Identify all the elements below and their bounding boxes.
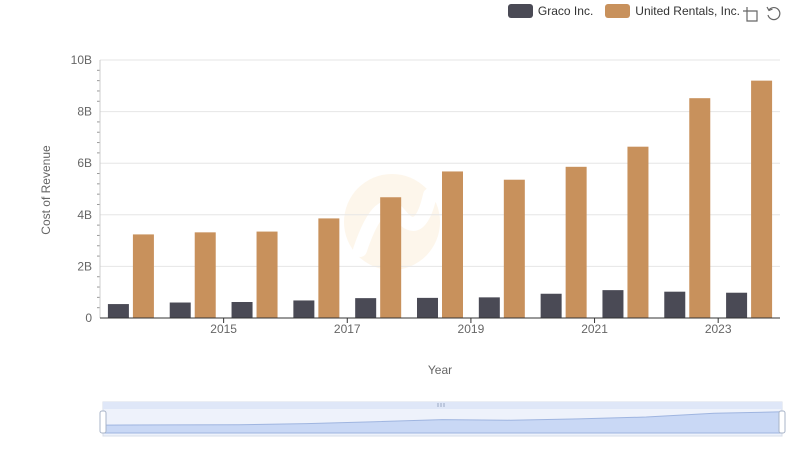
x-tick-label: 2017 bbox=[334, 322, 361, 336]
legend-swatch-graco bbox=[507, 4, 533, 18]
bar-graco-2015[interactable] bbox=[169, 302, 191, 318]
data-zoom-slider[interactable] bbox=[99, 401, 786, 437]
bar-graco-2020[interactable] bbox=[478, 297, 500, 318]
x-tick-label: 2021 bbox=[581, 322, 608, 336]
restore-icon[interactable] bbox=[766, 6, 782, 22]
legend-item-graco[interactable]: Graco Inc. bbox=[507, 4, 594, 18]
bar-united-rentals-2018[interactable] bbox=[380, 197, 402, 318]
bar-graco-2018[interactable] bbox=[355, 298, 377, 318]
x-axis-label: Year bbox=[428, 363, 452, 377]
y-tick-label: 0 bbox=[85, 311, 92, 325]
x-tick-label: 2019 bbox=[458, 322, 485, 336]
bar-graco-2017[interactable] bbox=[293, 300, 315, 318]
bar-united-rentals-2017[interactable] bbox=[318, 218, 340, 318]
bar-graco-2023[interactable] bbox=[664, 291, 686, 318]
bar-united-rentals-2022[interactable] bbox=[627, 146, 649, 318]
legend-item-united-rentals[interactable]: United Rentals, Inc. bbox=[605, 4, 740, 18]
data-zoom-bar[interactable] bbox=[103, 402, 782, 409]
legend: Graco Inc. United Rentals, Inc. bbox=[507, 4, 740, 18]
data-zoom-grip-icon bbox=[437, 403, 445, 407]
y-tick-label: 10B bbox=[71, 53, 92, 67]
data-zoom-preview-area bbox=[102, 411, 783, 434]
bar-united-rentals-2023[interactable] bbox=[689, 98, 711, 319]
bar-united-rentals-2021[interactable] bbox=[565, 166, 587, 318]
legend-label-graco: Graco Inc. bbox=[537, 4, 594, 18]
bar-graco-2024[interactable] bbox=[726, 292, 748, 318]
bar-graco-2022[interactable] bbox=[602, 290, 624, 318]
x-tick-label: 2015 bbox=[210, 322, 237, 336]
data-zoom-handle-right[interactable] bbox=[778, 410, 786, 434]
legend-label-united-rentals: United Rentals, Inc. bbox=[635, 4, 740, 18]
bar-united-rentals-2020[interactable] bbox=[503, 179, 525, 318]
y-tick-label: 8B bbox=[77, 105, 92, 119]
bar-united-rentals-2015[interactable] bbox=[194, 232, 216, 318]
bar-graco-2016[interactable] bbox=[231, 302, 253, 318]
zoom-icon[interactable] bbox=[742, 6, 758, 22]
legend-swatch-united-rentals bbox=[605, 4, 631, 18]
bar-graco-2014[interactable] bbox=[107, 304, 129, 318]
y-axis-label: Cost of Revenue bbox=[39, 145, 53, 235]
x-tick-label: 2023 bbox=[705, 322, 732, 336]
bar-graco-2019[interactable] bbox=[417, 297, 438, 318]
y-axis: 0 2B 4B 6B 8B 10B bbox=[71, 53, 101, 325]
bar-united-rentals-2016[interactable] bbox=[256, 231, 278, 318]
y-tick-label: 6B bbox=[77, 156, 92, 170]
bar-united-rentals-2019[interactable] bbox=[442, 171, 463, 318]
x-axis: 2015 2017 2019 2021 2023 bbox=[100, 317, 780, 336]
data-zoom-handle-left[interactable] bbox=[99, 410, 107, 434]
y-tick-label: 4B bbox=[77, 208, 92, 222]
bars bbox=[107, 80, 773, 319]
bar-united-rentals-2024[interactable] bbox=[751, 80, 773, 318]
toolbox bbox=[742, 6, 782, 22]
y-tick-label: 2B bbox=[77, 259, 92, 273]
bar-united-rentals-2014[interactable] bbox=[132, 234, 154, 318]
bar-graco-2021[interactable] bbox=[540, 293, 562, 318]
